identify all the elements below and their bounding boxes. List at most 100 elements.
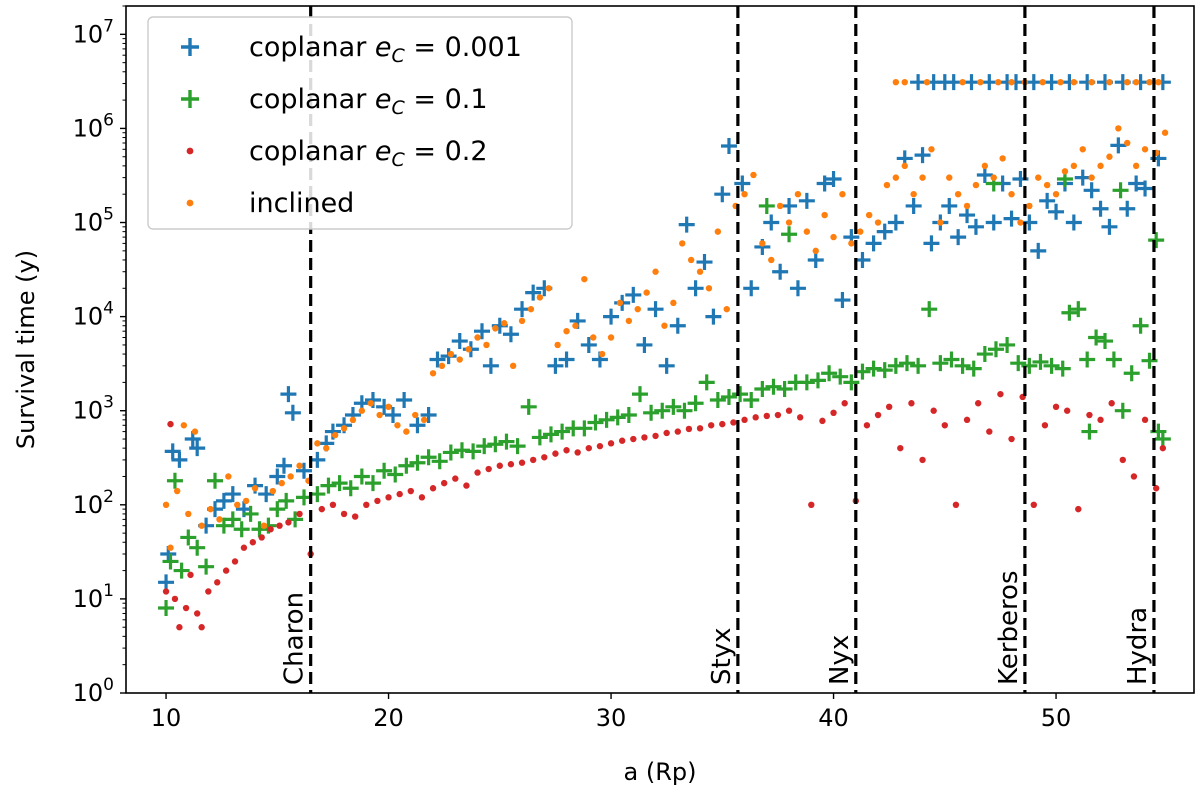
data-point xyxy=(1124,78,1131,86)
data-point xyxy=(661,322,668,329)
data-point xyxy=(776,202,784,210)
data-point xyxy=(1146,78,1153,86)
data-point xyxy=(952,501,960,509)
data-point xyxy=(429,351,446,368)
data-point xyxy=(1030,242,1047,259)
data-point xyxy=(1097,333,1113,350)
data-point xyxy=(670,299,677,307)
data-point xyxy=(950,229,967,246)
data-point xyxy=(789,280,806,297)
data-point xyxy=(1026,202,1033,210)
data-point xyxy=(687,280,704,297)
data-point xyxy=(781,197,798,214)
data-point xyxy=(743,391,760,408)
data-point xyxy=(1088,329,1105,346)
data-point xyxy=(905,197,922,214)
data-point xyxy=(171,451,188,468)
data-point xyxy=(618,437,626,444)
data-point xyxy=(999,336,1016,353)
data-point xyxy=(1075,505,1082,513)
data-point xyxy=(1154,431,1171,448)
data-point xyxy=(581,275,588,283)
data-point xyxy=(678,216,695,233)
data-point xyxy=(509,362,517,370)
data-point xyxy=(1079,146,1086,153)
series-3 xyxy=(162,78,1169,551)
data-point xyxy=(215,492,232,509)
data-point xyxy=(1048,203,1065,220)
data-point xyxy=(409,417,426,434)
data-point xyxy=(284,404,301,421)
data-point xyxy=(919,456,926,464)
data-point xyxy=(832,368,849,385)
data-point xyxy=(901,162,908,170)
data-point xyxy=(387,466,404,483)
data-point xyxy=(198,624,205,631)
data-point xyxy=(1070,301,1087,318)
data-point xyxy=(714,228,722,235)
data-point xyxy=(576,420,593,437)
data-point xyxy=(808,501,815,509)
data-point xyxy=(892,174,900,181)
data-point xyxy=(465,346,472,353)
data-point xyxy=(418,494,426,501)
data-point xyxy=(231,558,239,565)
data-point xyxy=(596,442,604,450)
series-1 xyxy=(158,171,1171,617)
y-tick-label: 105 xyxy=(73,205,114,237)
data-point xyxy=(318,505,325,513)
data-point xyxy=(892,78,900,86)
data-point xyxy=(1070,162,1078,170)
data-point xyxy=(696,254,713,271)
data-point xyxy=(1119,200,1136,217)
data-point xyxy=(1061,304,1078,321)
data-point xyxy=(763,214,780,231)
data-point xyxy=(412,411,419,419)
data-point xyxy=(331,431,339,439)
data-point xyxy=(420,416,428,424)
data-point xyxy=(358,407,366,414)
moon-label: Hydra xyxy=(1123,607,1153,685)
data-point xyxy=(167,544,174,551)
data-point xyxy=(1057,78,1064,86)
data-point xyxy=(1030,501,1038,509)
data-point xyxy=(625,317,633,325)
data-point xyxy=(943,351,960,368)
data-point xyxy=(963,74,980,91)
legend-entry: coplanar eC = 0.1 xyxy=(181,84,488,119)
data-point xyxy=(1101,218,1118,235)
data-point xyxy=(752,414,759,421)
data-point xyxy=(374,497,381,505)
y-tick-label: 101 xyxy=(73,581,114,613)
data-point xyxy=(585,444,592,452)
data-point xyxy=(941,197,958,214)
moon-label: Nyx xyxy=(825,635,855,685)
data-point xyxy=(1061,168,1069,175)
data-point xyxy=(679,240,686,247)
data-point xyxy=(616,299,624,307)
data-point xyxy=(887,214,904,231)
data-points-layer xyxy=(158,74,1171,631)
data-point xyxy=(763,412,770,420)
data-point xyxy=(758,197,775,214)
data-point xyxy=(1054,360,1071,377)
data-point xyxy=(507,461,515,468)
data-point xyxy=(976,346,993,363)
data-point xyxy=(625,286,642,303)
data-point xyxy=(260,522,268,529)
data-point xyxy=(465,443,482,460)
data-point xyxy=(743,280,760,297)
data-point xyxy=(598,411,615,428)
data-point xyxy=(914,147,931,164)
data-point xyxy=(928,146,935,153)
data-point xyxy=(696,425,704,432)
data-point xyxy=(342,480,359,497)
data-point xyxy=(329,501,337,509)
data-point xyxy=(812,247,819,255)
data-point xyxy=(999,155,1006,162)
data-point xyxy=(932,355,949,372)
plot-frame xyxy=(125,5,1195,694)
data-point xyxy=(563,327,570,335)
data-point xyxy=(194,610,201,617)
data-point xyxy=(1110,137,1127,154)
